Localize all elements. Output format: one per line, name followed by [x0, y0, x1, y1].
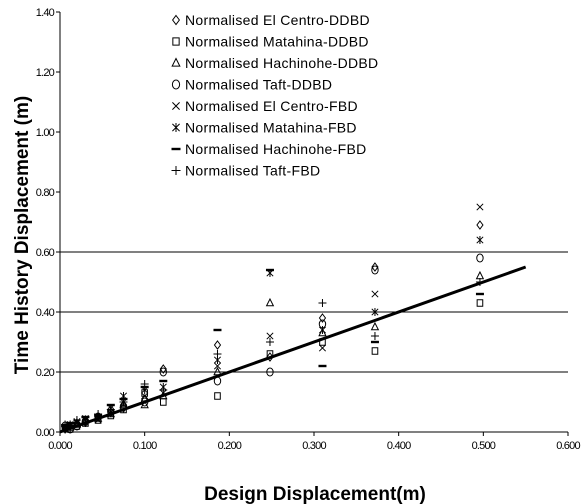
- dash-marker: [106, 403, 115, 407]
- x-axis-title: Design Displacement(m): [204, 484, 426, 504]
- square-marker: [476, 299, 484, 307]
- x-tick-label: 0.600: [556, 440, 580, 452]
- y-tick-label: 1.00: [36, 127, 55, 139]
- x-marker: [266, 332, 274, 340]
- x-tick-labels: 0.000 0.100 0.200 0.300 0.400 0.500 0.600: [48, 440, 581, 452]
- dash-marker: [171, 147, 181, 151]
- diamond-marker: [172, 14, 180, 26]
- x-marker: [371, 290, 379, 298]
- y-tick-label: 1.40: [36, 7, 55, 19]
- x-tick-label: 0.400: [387, 440, 411, 452]
- dash-marker: [318, 364, 327, 368]
- plus-marker: [140, 380, 149, 388]
- asterisk-marker: [318, 326, 327, 334]
- gridlines: [60, 251, 568, 373]
- plus-marker: [72, 416, 81, 424]
- legend-label: Normalised Taft-FBD: [185, 163, 320, 179]
- legend-item: Normalised Taft-FBD: [171, 163, 320, 179]
- x-marker: [141, 392, 149, 400]
- plus-marker: [159, 386, 168, 394]
- x-tick-label: 0.100: [133, 440, 157, 452]
- legend-label: Normalised Taft-DDBD: [185, 77, 332, 93]
- legend-item: Normalised El Centro-FBD: [172, 98, 358, 114]
- x-marker: [476, 203, 484, 211]
- y-tick-label: 0.00: [36, 427, 55, 439]
- legend-label: Normalised El Centro-DDBD: [185, 12, 370, 28]
- dash-marker: [159, 379, 168, 383]
- legend-item: Normalised Hachinohe-DDBD: [171, 55, 378, 71]
- y-tick-label: 0.20: [36, 367, 55, 379]
- asterisk-marker: [476, 236, 484, 244]
- legend-label: Normalised Hachinohe-FBD: [185, 141, 367, 157]
- plus-marker: [318, 299, 327, 307]
- square-marker: [371, 347, 379, 355]
- dash-marker: [265, 268, 274, 272]
- trend-line-group: [59, 265, 527, 434]
- axes: [56, 11, 569, 436]
- y-axis-title: Time History Displacement (m): [12, 96, 33, 374]
- circle-marker: [266, 367, 274, 377]
- plus-marker: [106, 405, 115, 414]
- circle-marker: [476, 253, 484, 263]
- asterisk-marker: [371, 308, 379, 316]
- circle-marker: [371, 265, 379, 275]
- x-marker: [213, 362, 222, 370]
- x-tick-label: 0.500: [472, 440, 496, 452]
- plus-marker: [119, 398, 128, 406]
- legend-label: Normalised Matahina-FBD: [185, 120, 357, 136]
- y-tick-label: 0.40: [36, 307, 55, 319]
- diamond-marker: [371, 262, 379, 272]
- legend-item: Normalised Taft-DDBD: [171, 77, 332, 93]
- x-tick-label: 0.300: [302, 440, 326, 452]
- square-marker: [214, 392, 221, 400]
- circle-marker: [159, 367, 167, 377]
- trend-line: [59, 265, 527, 434]
- dash-marker: [66, 421, 75, 425]
- legend-label: Normalised El Centro-FBD: [185, 98, 358, 114]
- legend-label: Normalised Matahina-DDBD: [185, 34, 369, 50]
- plus-marker: [370, 332, 379, 340]
- dash-marker: [370, 340, 379, 344]
- dash-marker: [81, 415, 90, 419]
- diamond-marker: [159, 364, 167, 374]
- triangle-marker: [140, 399, 149, 409]
- triangle-marker: [265, 297, 275, 307]
- legend-item: Normalised Hachinohe-FBD: [171, 141, 367, 157]
- x-marker: [318, 344, 327, 352]
- triangle-marker: [370, 321, 380, 331]
- legend-item: Normalised Matahina-FBD: [172, 120, 357, 136]
- plus-marker: [61, 420, 70, 429]
- legend-label: Normalised Hachinohe-DDBD: [185, 55, 378, 71]
- circle-marker: [171, 79, 181, 90]
- plus-marker: [213, 350, 222, 358]
- dash-marker: [213, 328, 222, 332]
- asterisk-marker: [172, 123, 180, 132]
- legend: Normalised El Centro-DDBD Normalised Mata…: [171, 12, 378, 179]
- triangle-marker: [171, 57, 181, 67]
- diamond-marker: [318, 313, 327, 323]
- plus-marker: [94, 410, 103, 418]
- dash-marker: [475, 292, 484, 296]
- square-marker: [141, 389, 148, 397]
- square-marker: [172, 37, 180, 46]
- plus-marker: [265, 338, 274, 346]
- x-marker: [172, 102, 180, 110]
- x-tick-label: 0.000: [48, 440, 72, 452]
- diamond-marker: [476, 220, 484, 230]
- plus-marker: [171, 166, 181, 175]
- y-tick-label: 1.20: [36, 67, 55, 79]
- legend-item: Normalised Matahina-DDBD: [172, 34, 369, 50]
- y-tick-label: 0.80: [36, 187, 55, 199]
- y-tick-label: 0.60: [36, 247, 55, 259]
- y-tick-labels: 0.00 0.20 0.40 0.60 0.80 1.00 1.20 1.40: [36, 7, 56, 439]
- x-tick-label: 0.200: [218, 440, 242, 452]
- legend-item: Normalised El Centro-DDBD: [172, 12, 370, 28]
- diamond-marker: [213, 340, 222, 350]
